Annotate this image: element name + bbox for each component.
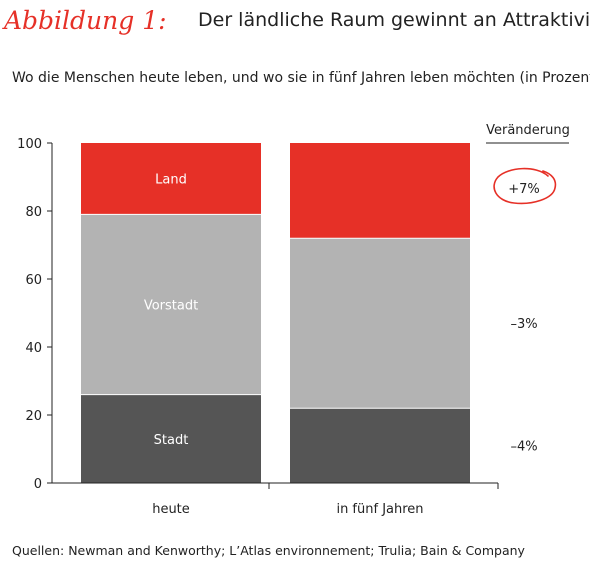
y-tick-label: 60 (25, 273, 42, 288)
chart-subtitle: Wo die Menschen heute leben, und wo sie … (12, 70, 590, 86)
bar-vorstadt-in-fuenf-jahren (290, 238, 470, 409)
change-value-vorstadt: –3% (510, 317, 537, 332)
y-tick-label: 80 (25, 205, 42, 220)
segment-label-vorstadt: Vorstadt (144, 299, 198, 314)
y-tick-label: 40 (25, 341, 42, 356)
figure-label: Abbildung 1: (4, 6, 167, 35)
y-tick-label: 20 (25, 409, 42, 424)
change-value-stadt: –4% (510, 440, 537, 455)
highlight-circle (493, 167, 557, 205)
bar-vorstadt-heute (81, 214, 261, 395)
x-category-label: in fünf Jahren (336, 502, 423, 517)
source-note: Quellen: Newman and Kenworthy; L’Atlas e… (12, 543, 525, 558)
y-tick-label: 100 (17, 137, 42, 152)
x-category-label: heute (152, 502, 190, 517)
bar-land-in-fuenf-jahren (290, 143, 470, 239)
segment-label-land: Land (155, 173, 187, 188)
bar-stadt-heute (81, 394, 261, 483)
segment-label-stadt: Stadt (154, 433, 189, 448)
bar-land-heute (81, 143, 261, 215)
bar-stadt-in-fuenf-jahren (290, 408, 470, 483)
change-value-land: +7% (508, 182, 540, 197)
chart-title: Der ländliche Raum gewinnt an Attraktivi… (198, 9, 590, 31)
y-tick-label: 0 (34, 477, 42, 492)
change-header: Veränderung (486, 123, 570, 138)
